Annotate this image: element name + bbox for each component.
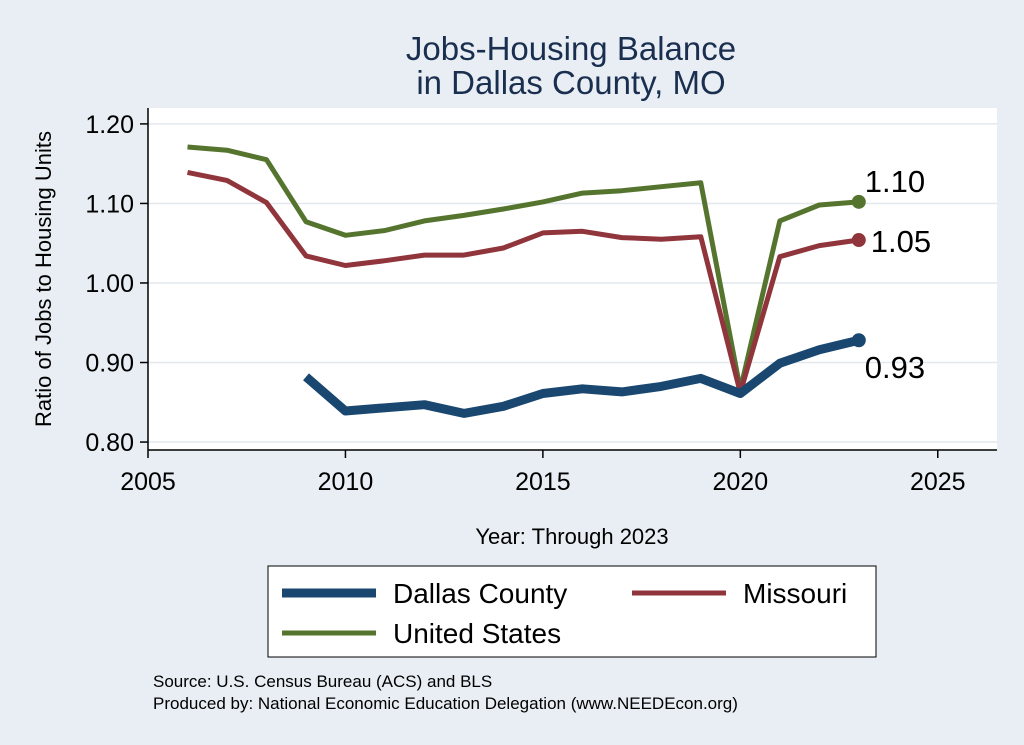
end-label-missouri: 1.05 <box>871 224 931 259</box>
series-line-dallas-county <box>303 335 860 418</box>
chart-title-line-1: Jobs-Housing Balance <box>406 30 736 67</box>
y-tick-label: 0.90 <box>85 350 134 378</box>
producer-note: Produced by: National Economic Education… <box>153 694 738 713</box>
y-axis-label: Ratio of Jobs to Housing Units <box>31 131 56 427</box>
legend-label-dallas-county: Dallas County <box>393 578 567 609</box>
y-tick-label: 1.10 <box>85 190 134 218</box>
x-tick-label: 2015 <box>515 468 571 496</box>
y-tick-label: 0.80 <box>85 429 134 457</box>
end-point-dallas-county <box>851 333 866 348</box>
x-tick-label: 2025 <box>910 468 966 496</box>
end-point-united-states <box>851 194 866 209</box>
x-axis-label: Year: Through 2023 <box>475 524 668 549</box>
legend <box>267 565 877 658</box>
x-tick-label: 2010 <box>318 468 374 496</box>
y-axis: 0.80 0.90 1.00 1.10 1.20 <box>85 108 149 457</box>
x-tick-label: 2020 <box>713 468 769 496</box>
series-line-missouri <box>187 169 860 396</box>
legend-label-united-states: United States <box>393 618 561 649</box>
end-label-dallas-county: 0.93 <box>865 350 925 385</box>
y-tick-label: 1.00 <box>85 270 134 298</box>
chart-title-line-2: in Dallas County, MO <box>416 64 725 101</box>
x-tick-label: 2005 <box>120 468 176 496</box>
source-note: Source: U.S. Census Bureau (ACS) and BLS <box>153 672 492 691</box>
plot-area <box>148 108 997 450</box>
legend-label-missouri: Missouri <box>743 578 847 609</box>
end-label-united-states: 1.10 <box>865 164 925 199</box>
end-point-missouri <box>851 233 866 248</box>
x-axis: 2005 2010 2015 2020 2025 <box>120 449 997 496</box>
series-layer: 0.93 1.05 1.10 <box>187 144 931 418</box>
y-tick-label: 1.20 <box>85 111 134 139</box>
